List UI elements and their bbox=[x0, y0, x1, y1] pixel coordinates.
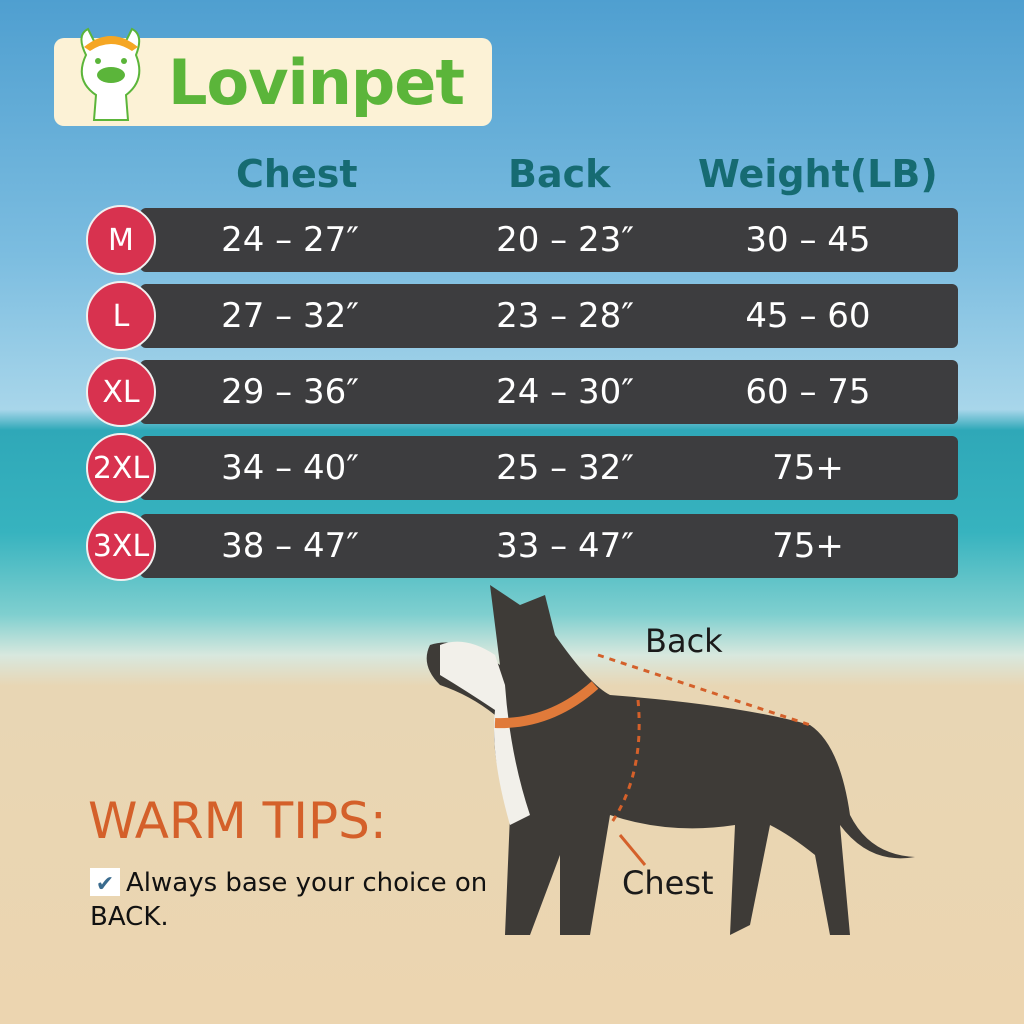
checkmark-icon: ✔ bbox=[90, 868, 120, 897]
size-badge: M bbox=[86, 205, 156, 275]
header-weight: Weight(LB) bbox=[698, 152, 938, 196]
cell-chest: 38 – 47″ bbox=[221, 526, 359, 566]
cell-chest: 24 – 27″ bbox=[221, 220, 359, 260]
cell-back: 23 – 28″ bbox=[496, 296, 634, 336]
cell-chest: 27 – 32″ bbox=[221, 296, 359, 336]
brand-name: Lovinpet bbox=[168, 45, 465, 119]
size-row: 24 – 27″ 20 – 23″ 30 – 45 bbox=[140, 208, 958, 272]
back-label: Back bbox=[645, 622, 723, 660]
size-row: 29 – 36″ 24 – 30″ 60 – 75 bbox=[140, 360, 958, 424]
cell-back: 20 – 23″ bbox=[496, 220, 634, 260]
size-badge: L bbox=[86, 281, 156, 351]
cell-weight: 60 – 75 bbox=[745, 372, 871, 412]
tip-text: Always base your choice on BACK. bbox=[90, 868, 488, 932]
chest-label: Chest bbox=[622, 864, 714, 902]
size-badge: 2XL bbox=[86, 433, 156, 503]
cat-mascot-icon bbox=[80, 27, 141, 121]
cell-back: 25 – 32″ bbox=[496, 448, 634, 488]
tip-item: ✔ Always base your choice on BACK. bbox=[90, 866, 490, 934]
size-row: 34 – 40″ 25 – 32″ 75+ bbox=[140, 436, 958, 500]
size-row: 38 – 47″ 33 – 47″ 75+ bbox=[140, 514, 958, 578]
tips-title: WARM TIPS: bbox=[88, 792, 387, 850]
cell-weight: 75+ bbox=[772, 526, 844, 566]
cell-weight: 45 – 60 bbox=[745, 296, 871, 336]
cell-back: 24 – 30″ bbox=[496, 372, 634, 412]
header-back: Back bbox=[508, 152, 611, 196]
cell-weight: 75+ bbox=[772, 448, 844, 488]
dog-diagram bbox=[426, 585, 915, 935]
cell-weight: 30 – 45 bbox=[745, 220, 871, 260]
cell-chest: 34 – 40″ bbox=[221, 448, 359, 488]
cell-back: 33 – 47″ bbox=[496, 526, 634, 566]
size-row: 27 – 32″ 23 – 28″ 45 – 60 bbox=[140, 284, 958, 348]
header-chest: Chest bbox=[236, 152, 358, 196]
size-badge: XL bbox=[86, 357, 156, 427]
cell-chest: 29 – 36″ bbox=[221, 372, 359, 412]
size-badge: 3XL bbox=[86, 511, 156, 581]
brand-logo: Lovinpet bbox=[54, 27, 492, 126]
